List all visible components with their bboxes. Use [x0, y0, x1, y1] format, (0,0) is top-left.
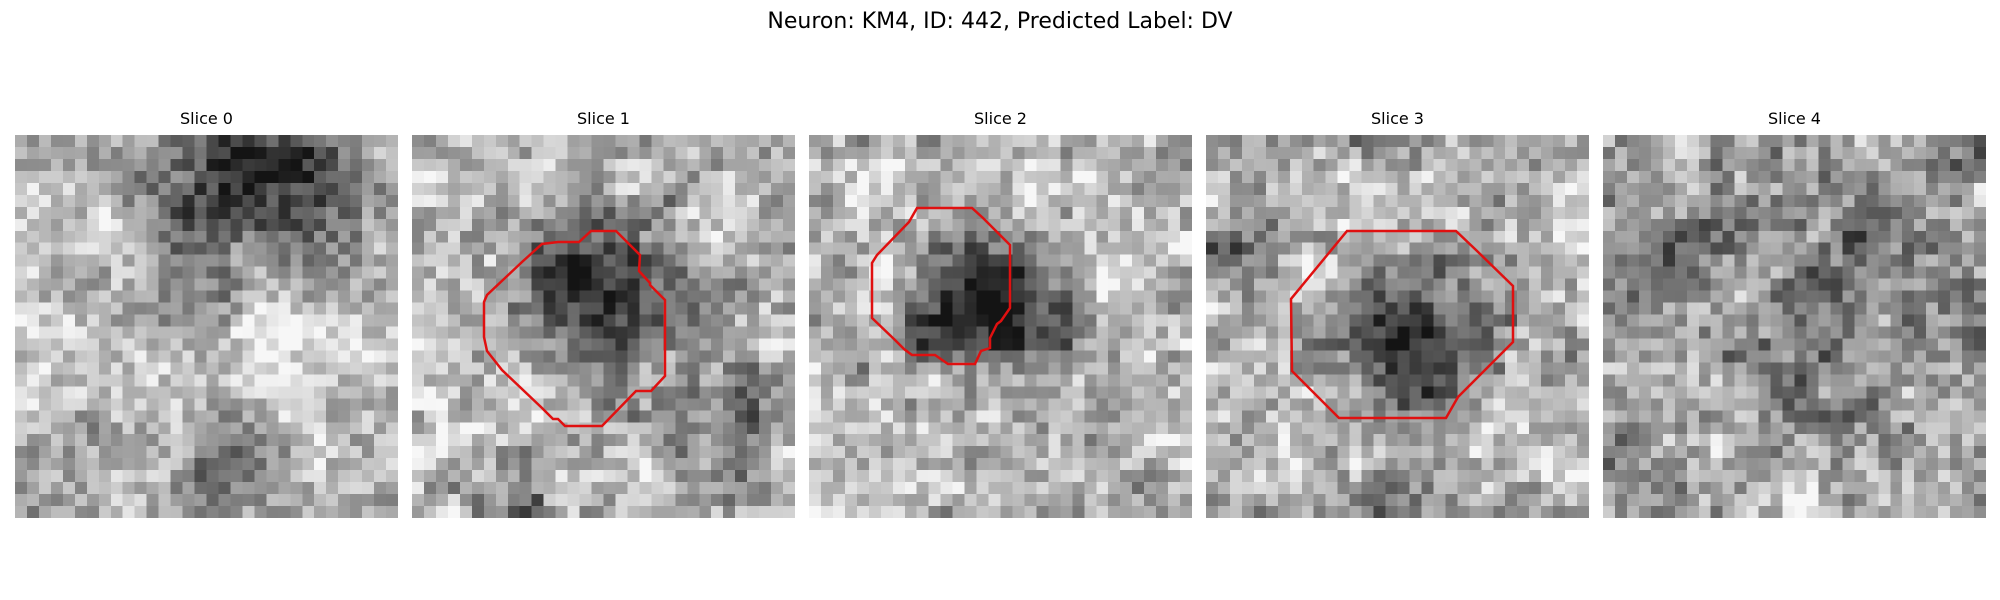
slice-panel-2: Slice 2: [809, 108, 1192, 518]
slice-image: [1206, 135, 1589, 518]
slice-image: [809, 135, 1192, 518]
slice-title: Slice 3: [1371, 109, 1424, 128]
slice-title: Slice 4: [1768, 109, 1821, 128]
roi-outline: [1289, 229, 1515, 420]
slice-image: [412, 135, 795, 518]
slice-image: [1603, 135, 1986, 518]
figure-title: Neuron: KM4, ID: 442, Predicted Label: D…: [767, 9, 1233, 34]
slice-panel-3: Slice 3: [1206, 108, 1589, 518]
roi-outline: [870, 206, 1012, 366]
slice-image: [15, 135, 398, 518]
slice-title: Slice 1: [577, 109, 630, 128]
slice-title: Slice 2: [974, 109, 1027, 128]
slice-panel-4: Slice 4: [1603, 108, 1986, 518]
slice-title: Slice 0: [180, 109, 233, 128]
roi-outline: [482, 229, 667, 428]
roi-outline-overlay: [482, 229, 667, 428]
roi-outline-overlay: [870, 206, 1012, 366]
roi-outline-overlay: [1289, 229, 1515, 420]
slice-panel-1: Slice 1: [412, 108, 795, 518]
slice-panel-0: Slice 0: [15, 108, 398, 518]
